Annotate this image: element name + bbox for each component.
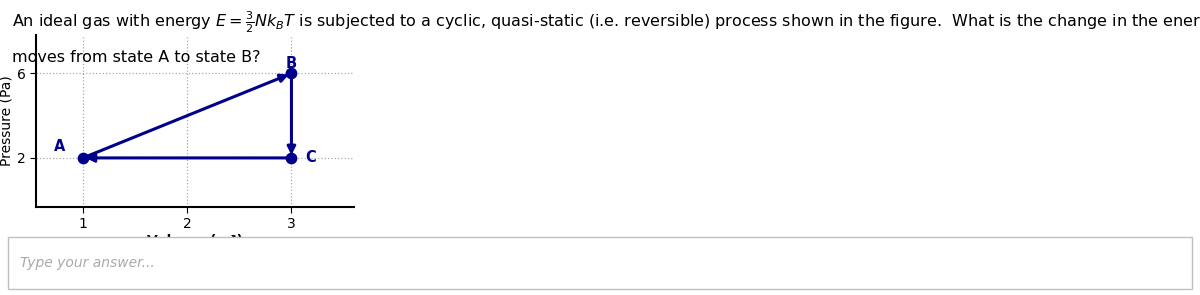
Y-axis label: Pressure (Pa): Pressure (Pa): [0, 76, 14, 166]
Text: B: B: [286, 56, 298, 71]
Text: C: C: [305, 150, 316, 165]
Point: [282, 71, 301, 76]
Point: [73, 155, 92, 160]
X-axis label: Volume (m³): Volume (m³): [148, 234, 244, 248]
Text: An ideal gas with energy $E = \frac{3}{2}Nk_BT$ is subjected to a cyclic, quasi-: An ideal gas with energy $E = \frac{3}{2…: [12, 9, 1200, 35]
Text: A: A: [54, 139, 66, 154]
Text: moves from state A to state B?: moves from state A to state B?: [12, 50, 260, 65]
FancyBboxPatch shape: [8, 237, 1192, 289]
Point: [282, 155, 301, 160]
Text: Type your answer...: Type your answer...: [20, 256, 155, 270]
